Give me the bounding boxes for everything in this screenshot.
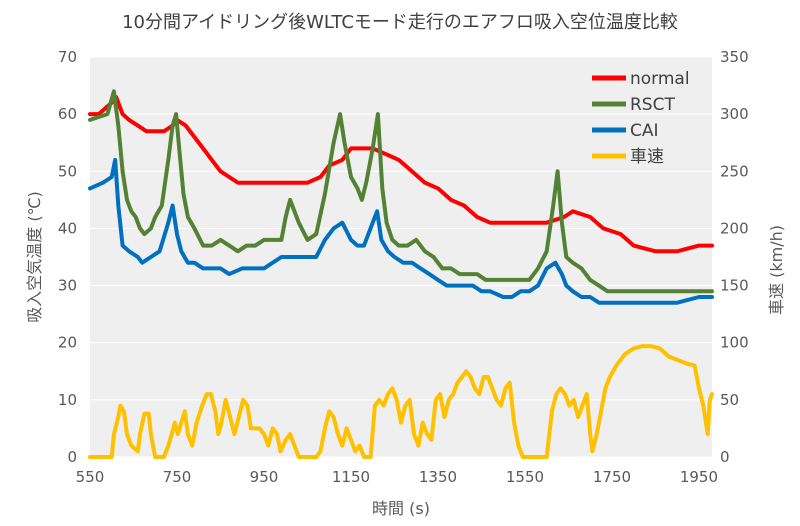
y-tick-label: 70 [58, 48, 77, 66]
legend: normal RSCT CAI 車速 [592, 69, 690, 167]
y2-tick-label: 200 [720, 219, 749, 237]
series-line-CAI [88, 157, 714, 305]
y2-tick-label: 0 [720, 448, 730, 466]
series-layer [88, 89, 714, 459]
y-tick-label: 40 [58, 219, 77, 237]
grid-lines [90, 56, 712, 458]
legend-label: normal [630, 69, 690, 89]
x-tick-label: 750 [163, 468, 192, 486]
x-tick-label: 1550 [506, 468, 544, 486]
y-tick-label: 0 [67, 448, 77, 466]
y-tick-label: 10 [58, 391, 77, 409]
y2-tick-label: 50 [720, 391, 739, 409]
series-line-RSCT [88, 89, 714, 294]
tick-labels: 0 10 20 30 40 50 60 70 0 50 100 150 200 250 300 350 550 7… [58, 48, 749, 486]
x-tick-label: 1950 [680, 468, 718, 486]
y2-tick-label: 350 [720, 48, 749, 66]
y-tick-label: 60 [58, 105, 77, 123]
plot-area [90, 57, 712, 457]
y2-tick-label: 100 [720, 334, 749, 352]
legend-label: 車速 [630, 147, 664, 167]
y-axis-title: 吸入空気温度 (℃) [25, 191, 44, 323]
y-tick-label: 50 [58, 162, 77, 180]
legend-label: RSCT [630, 95, 675, 115]
y2-tick-label: 250 [720, 162, 749, 180]
series-line-車速 [88, 344, 714, 459]
y-tick-label: 30 [58, 277, 77, 295]
x-tick-label: 550 [76, 468, 105, 486]
y2-tick-label: 150 [720, 277, 749, 295]
x-tick-label: 1350 [419, 468, 457, 486]
y2-tick-label: 300 [720, 105, 749, 123]
chart-title: 10分間アイドリング後WLTCモード走行のエアフロ吸入空位温度比較 [122, 12, 678, 33]
y-tick-label: 20 [58, 334, 77, 352]
x-tick-label: 1150 [332, 468, 370, 486]
x-axis-title: 時間 (s) [372, 499, 430, 518]
x-tick-label: 1750 [593, 468, 631, 486]
legend-label: CAI [630, 121, 659, 141]
x-tick-label: 950 [250, 468, 279, 486]
y2-axis-title: 車速 (km/h) [767, 225, 786, 315]
